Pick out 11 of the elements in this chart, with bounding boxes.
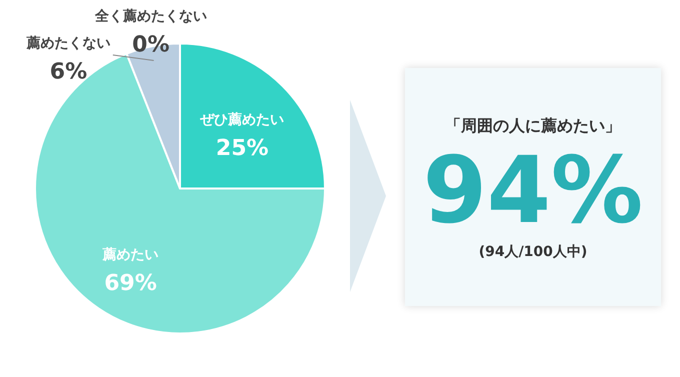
text: 0%: [132, 32, 170, 58]
category-label: 全く薦めたくない: [94, 8, 207, 25]
text: 「周囲の人に薦めたい」: [444, 116, 622, 137]
data-label: 69%: [104, 270, 157, 296]
text: (94人/100人中): [478, 243, 588, 261]
text: 94%: [422, 137, 644, 244]
slice-label: ぜひ薦めたい: [199, 112, 284, 128]
data-label: 6%: [50, 59, 88, 84]
data-label: 25%: [216, 136, 269, 161]
slice-label: 薦めたくない: [25, 35, 110, 52]
slice-label: 薦めたい: [102, 246, 159, 263]
